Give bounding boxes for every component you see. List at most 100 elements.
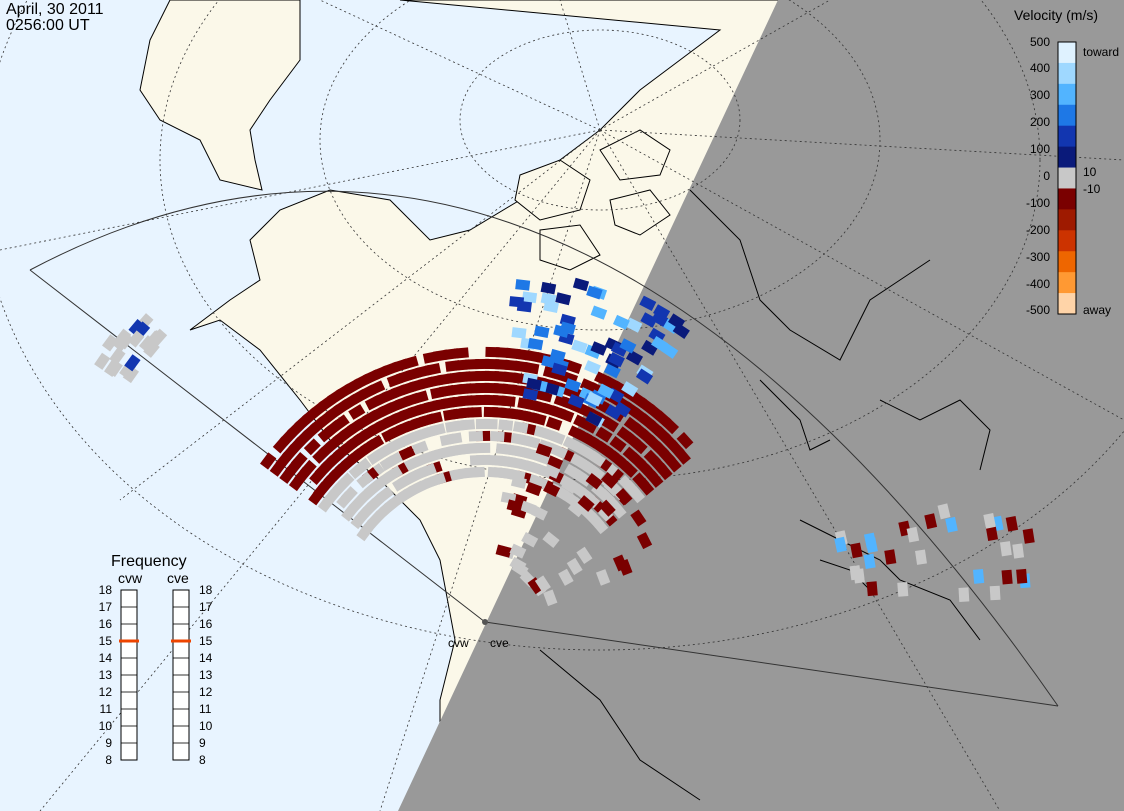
scatter-cell	[597, 383, 615, 399]
scatter-cell	[643, 449, 661, 467]
scatter-cell	[94, 352, 111, 370]
scatter-cell	[613, 401, 631, 418]
scatter-cell	[128, 319, 146, 337]
scatter-cell	[117, 332, 134, 350]
scatter-cell	[618, 475, 635, 492]
scatter-cell	[619, 338, 637, 354]
scatter-cell	[439, 433, 456, 447]
velocity-tick-labels: 500400300200100100-10-100-200-300-400-50…	[1026, 35, 1101, 317]
scatter-cell	[272, 436, 290, 454]
colorbar-segment	[1058, 188, 1076, 210]
scatter-cell	[595, 569, 611, 586]
scatter-cell	[127, 330, 145, 348]
scatter-cell	[594, 371, 611, 387]
frequency-tick-right-16: 16	[199, 617, 213, 631]
scatter-cell	[622, 446, 640, 464]
scatter-cell	[487, 466, 503, 478]
scatter-cell	[445, 360, 461, 372]
frequency-tick-right-15: 15	[199, 634, 213, 648]
colorbar-segment	[1058, 167, 1076, 189]
scatter-cell	[937, 503, 951, 520]
scatter-cell	[527, 337, 544, 351]
scatter-cell	[546, 455, 564, 470]
scatter-cell	[577, 495, 595, 512]
scatter-cell	[526, 377, 542, 391]
frequency-tick-left-12: 12	[99, 685, 113, 699]
coastlines-night	[539, 189, 991, 801]
scatter-cell	[106, 359, 123, 378]
scatter-cell	[533, 325, 550, 339]
scatter-cell	[989, 585, 1001, 601]
scatter-cell	[636, 532, 653, 550]
scatter-cell	[945, 516, 958, 533]
colorbar-frame	[1057, 41, 1077, 315]
scatter-cell	[545, 416, 563, 431]
scatter-cell	[567, 393, 585, 409]
frequency-tick-left-11: 11	[100, 702, 113, 716]
frequency-tick-right-17: 17	[199, 600, 213, 614]
frequency-tick-left-9: 9	[105, 736, 112, 750]
scatter-cell	[535, 443, 553, 458]
scatter-cell	[495, 544, 512, 558]
frequency-tick-left-16: 16	[99, 617, 113, 631]
scatter-cell	[884, 549, 897, 565]
scatter-cell	[576, 546, 593, 564]
scatter-cell	[561, 478, 579, 495]
scatter-cell	[517, 397, 533, 410]
velocity-tick-200: 200	[1030, 115, 1050, 129]
freq-radar-label-cve: cve	[167, 570, 189, 586]
frequency-tick-left-8: 8	[105, 753, 112, 767]
scatter-cell	[381, 427, 399, 443]
scatter-cell	[553, 393, 571, 409]
scatter-cell	[604, 404, 623, 421]
scatter-cell	[102, 334, 119, 352]
velocity-tick--10: -10	[1083, 182, 1101, 196]
scatter-cell	[498, 419, 514, 431]
freq-radar-label-cvw: cvw	[118, 570, 143, 586]
scatter-cell	[600, 472, 619, 489]
scatter-cell	[398, 445, 416, 461]
scatter-cell	[260, 452, 277, 470]
scatter-cell	[573, 414, 591, 430]
scatter-cell	[392, 475, 410, 492]
scatter-cell	[542, 531, 560, 548]
scatter-cell	[521, 291, 538, 304]
time-label: 0256:00 UT	[6, 17, 90, 34]
scatter-cell	[567, 425, 585, 441]
frequency-tick-left-17: 17	[99, 600, 113, 614]
scatter-cell	[609, 501, 627, 519]
scatter-cell	[566, 557, 583, 576]
scatter-cell	[515, 279, 531, 291]
velocity-tick-300: 300	[1030, 88, 1050, 102]
scatter-cell	[850, 542, 863, 559]
velocity-tick--500: -500	[1026, 303, 1050, 317]
scatter-cell	[1016, 568, 1028, 584]
velocity-tick--200: -200	[1026, 223, 1050, 237]
scatter-cell	[312, 446, 330, 464]
scatter-cell	[585, 473, 603, 490]
colorbar-segment	[1058, 251, 1076, 273]
scatter-cell	[379, 455, 397, 472]
scatter-cell	[525, 481, 543, 497]
velocity-tick--100: -100	[1026, 196, 1050, 210]
frequency-tick-right-10: 10	[199, 719, 213, 733]
frequency-tick-left-18: 18	[99, 583, 113, 597]
colorbar-segment	[1058, 230, 1076, 252]
scatter-cell	[475, 418, 490, 430]
scatter-cell	[863, 532, 877, 549]
scatter-cell	[540, 281, 557, 295]
scatter-cell	[527, 577, 544, 595]
scatter-cell	[317, 425, 335, 443]
scatter-cell	[906, 526, 920, 543]
scatter-cell	[386, 373, 404, 388]
scatter-cell	[269, 459, 287, 477]
scatter-cell	[621, 381, 639, 398]
frequency-tick-left-15: 15	[99, 634, 113, 648]
colorbar-segment	[1058, 42, 1076, 64]
colorbar-segment	[1058, 62, 1076, 85]
colorbar-segment	[1058, 146, 1076, 169]
scatter-cell	[676, 432, 694, 450]
scatter-cell	[350, 511, 367, 530]
